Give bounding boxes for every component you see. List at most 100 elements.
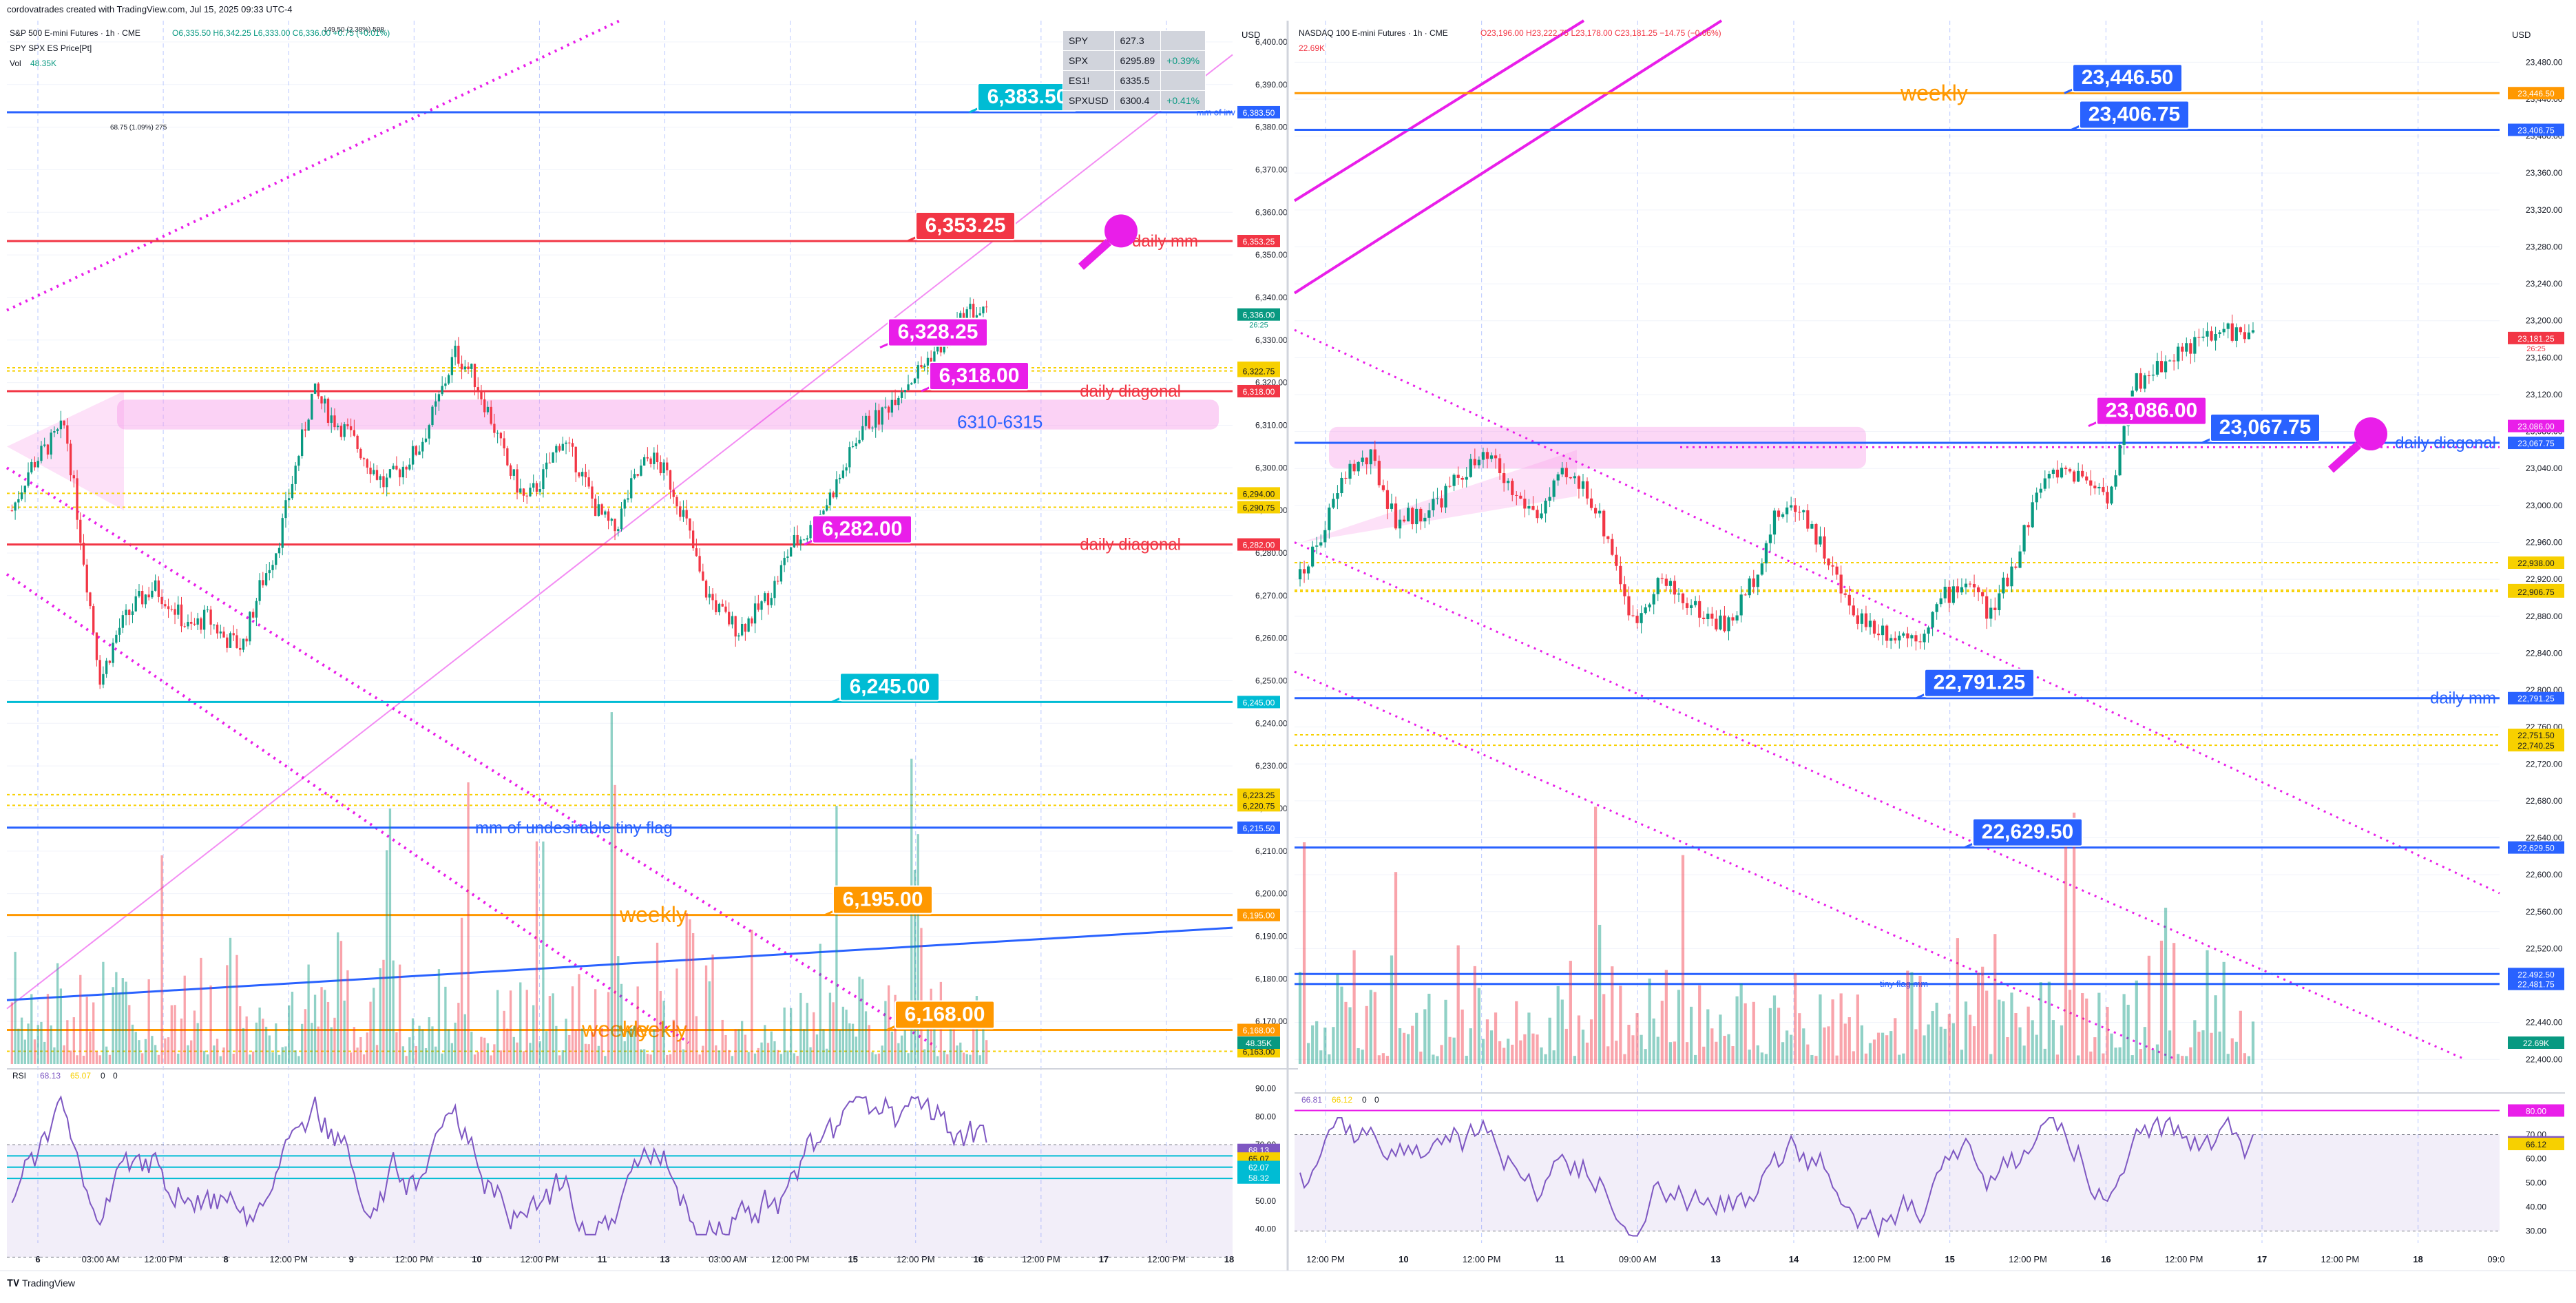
volume-bar — [2051, 1020, 2055, 1064]
volume-bar — [43, 1041, 46, 1064]
candle-body — [160, 596, 163, 605]
left-vol-label[interactable]: Vol — [10, 59, 21, 68]
volume-bar — [1332, 1027, 1335, 1064]
volume-bar — [395, 1032, 398, 1064]
candle-body — [95, 632, 98, 660]
volume-bar — [978, 1055, 981, 1064]
candle-body — [457, 346, 460, 364]
volume-bar — [1876, 1032, 1881, 1064]
candle-body — [2218, 332, 2221, 335]
key-icon — [1104, 214, 1138, 248]
volume-bar — [1340, 986, 1343, 1064]
candle-body — [1723, 615, 1726, 632]
candle-body — [105, 660, 108, 674]
volume-bar — [1843, 1023, 1847, 1064]
candle-body — [297, 456, 300, 466]
volume-bar — [1685, 1042, 1689, 1064]
candle-body — [1348, 463, 1352, 479]
volume-bar — [304, 1009, 307, 1064]
x-tick-label: 8 — [224, 1254, 229, 1264]
volume-bar — [519, 982, 522, 1064]
volume-bar — [1885, 1035, 1889, 1064]
right-symbol-title[interactable]: NASDAQ 100 E-mini Futures · 1h · CME — [1299, 28, 1448, 38]
candle-body — [1764, 543, 1768, 564]
candle-body — [157, 580, 160, 597]
volume-bar — [1998, 999, 2001, 1064]
candle-body — [868, 415, 870, 429]
candle-body — [1560, 468, 1564, 475]
candle-body — [1748, 578, 1751, 596]
candle-body — [2139, 373, 2142, 389]
candle-body — [415, 446, 417, 455]
tradingview-logo[interactable]: 𝐓𝐕 TradingView — [7, 1278, 75, 1289]
left-symbol-title[interactable]: S&P 500 E-mini Futures · 1h · CME — [10, 28, 140, 38]
volume-bar — [565, 1019, 567, 1064]
candle-body — [959, 313, 962, 322]
channel-dotted — [1294, 329, 2500, 895]
candle-body — [2251, 330, 2255, 333]
candle-body — [594, 499, 597, 517]
volume-bar — [473, 1054, 477, 1064]
candle-body — [339, 426, 343, 437]
x-tick-label: 09:00 AM — [1619, 1254, 1657, 1264]
left-overlay-name[interactable]: SPY SPX ES Price[Pt] — [10, 43, 92, 53]
volume-bar — [1764, 1054, 1768, 1064]
candle-body — [1365, 457, 1368, 465]
axis-price-tag-text: 23,406.75 — [2517, 126, 2555, 136]
candle-body — [1477, 459, 1481, 466]
volume-bar — [642, 1049, 646, 1064]
axis-price-tag — [1237, 821, 1280, 834]
candle-body — [2181, 346, 2184, 352]
volume-bar — [1894, 1018, 1897, 1064]
candle-body — [216, 625, 219, 634]
axis-countdown: 26:25 — [1249, 322, 1268, 330]
highlight-zone — [117, 399, 1219, 430]
volume-bar — [600, 1028, 603, 1064]
candle-body — [584, 472, 587, 478]
volume-bar — [1485, 1019, 1489, 1064]
candle-body — [467, 366, 470, 369]
candle-body — [1502, 473, 1506, 483]
candle-body — [490, 406, 492, 424]
volume-bar — [369, 1001, 372, 1064]
volume-bar — [1868, 1043, 1872, 1064]
volume-bar — [2226, 1054, 2230, 1064]
candle-body — [1868, 621, 1872, 627]
volume-bar — [691, 933, 695, 1064]
volume-bar — [1640, 1034, 1643, 1064]
volume-bar — [460, 917, 463, 1064]
volume-bar — [1298, 972, 1302, 1064]
candle-body — [1494, 455, 1498, 459]
volume-bar — [2185, 1056, 2188, 1064]
volume-bar — [884, 1001, 887, 1064]
volume-tag — [2508, 1036, 2564, 1049]
candle-body — [2093, 486, 2097, 489]
price-callout — [915, 211, 1016, 241]
candle-body — [2018, 551, 2022, 568]
volume-bar — [614, 784, 616, 1064]
volume-bar — [1810, 1054, 1814, 1064]
left-ohlc: O6,335.50 H6,342.25 L6,333.00 C6,336.00 … — [172, 28, 390, 38]
candle-body — [128, 609, 131, 615]
price-callout-text: 6,282.00 — [822, 518, 903, 541]
rsi-tick-label: 60.00 — [2526, 1154, 2546, 1164]
candle-body — [1881, 625, 1885, 636]
candle-body — [1423, 517, 1427, 522]
candle-body — [2106, 492, 2109, 504]
channel-dotted — [6, 573, 690, 1044]
volume-bar — [877, 1053, 881, 1064]
volume-bar — [1860, 1025, 1864, 1064]
volume-bar — [861, 979, 864, 1064]
candle-body — [239, 647, 242, 650]
candle-body — [851, 446, 855, 448]
volume-bar — [72, 1017, 75, 1064]
y-tick-label: 22,840.00 — [2526, 648, 2563, 658]
candle-body — [1860, 613, 1864, 624]
candle-body — [454, 346, 457, 357]
candle-body — [125, 609, 127, 616]
price-callout — [833, 885, 933, 915]
axis-price-tag-text: 6,336.00 — [1243, 311, 1275, 320]
axis-price-tag-text: 22,740.25 — [2517, 741, 2555, 751]
